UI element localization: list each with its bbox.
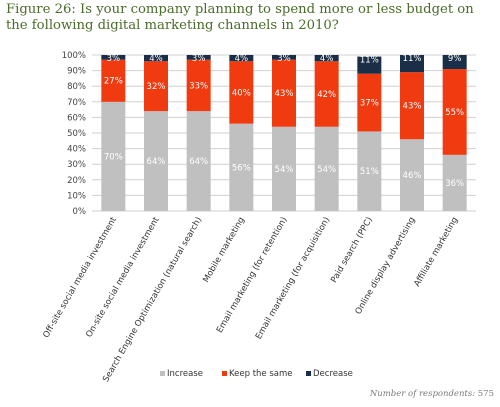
- y-tick-label: 100%: [62, 51, 86, 61]
- chart-title: Figure 26: Is your company planning to s…: [6, 2, 474, 33]
- y-tick-label: 40%: [67, 145, 86, 155]
- y-tick-label: 90%: [67, 67, 86, 77]
- data-label: 27%: [104, 77, 123, 87]
- bar-segment-decrease: [442, 55, 467, 70]
- legend-label-decrease: Decrease: [313, 369, 353, 379]
- y-tick-label: 50%: [67, 129, 86, 139]
- y-tick-label: 30%: [67, 160, 86, 170]
- bar-segment-decrease: [400, 55, 424, 73]
- respondents-count: 575: [477, 389, 494, 399]
- bar-segment-decrease: [101, 55, 126, 60]
- bar-segment-keep-same: [144, 61, 168, 112]
- y-tick-label: 70%: [67, 98, 86, 108]
- bar-segment-increase: [101, 101, 126, 211]
- bar-segment-increase: [272, 126, 296, 211]
- bar-segment-keep-same: [186, 59, 211, 112]
- bar-segment-keep-same: [229, 61, 254, 124]
- x-category-label: Affiliate marketing: [412, 215, 460, 288]
- legend-label-keep-same: Keep the same: [229, 369, 293, 379]
- data-label: 37%: [360, 99, 379, 109]
- data-label: 55%: [445, 108, 464, 118]
- data-label: 3%: [277, 54, 291, 64]
- bar-segment-increase: [357, 131, 382, 211]
- legend-label-increase: Increase: [167, 369, 203, 379]
- x-category-label: Email marketing (for retention): [215, 216, 290, 335]
- legend-swatch-decrease: [306, 371, 311, 376]
- x-category-label: On-site social media investment: [84, 215, 162, 339]
- y-tick-label: 60%: [67, 113, 86, 123]
- data-label: 11%: [360, 56, 379, 66]
- bar-segment-keep-same: [357, 73, 382, 132]
- x-category-label: Paid search (PPC): [329, 216, 375, 285]
- data-label: 32%: [147, 82, 166, 92]
- data-label: 36%: [445, 179, 464, 189]
- data-label: 33%: [189, 81, 208, 91]
- bar-segment-decrease: [229, 55, 254, 62]
- data-label: 51%: [360, 167, 379, 177]
- data-label: 42%: [317, 90, 336, 100]
- data-label: 43%: [275, 89, 294, 99]
- data-label: 54%: [317, 165, 336, 175]
- y-tick-label: 80%: [67, 82, 86, 92]
- bar-segment-decrease: [272, 55, 296, 60]
- data-label: 4%: [235, 54, 249, 64]
- y-tick-label: 0%: [73, 207, 87, 217]
- x-category-label: Email marketing (for acquisition): [254, 216, 332, 342]
- data-label: 4%: [320, 54, 334, 64]
- data-label: 9%: [448, 54, 462, 64]
- bar-segment-decrease: [314, 55, 339, 62]
- bar-segment-keep-same: [400, 72, 424, 140]
- data-label: 70%: [104, 152, 123, 162]
- respondents-note: Number of respondents: 575: [370, 389, 494, 399]
- respondents-label: Number of respondents:: [369, 389, 476, 399]
- bar-segment-decrease: [186, 55, 211, 60]
- x-category-label: Mobile marketing: [201, 215, 247, 284]
- data-label: 56%: [232, 163, 251, 173]
- data-label: 11%: [403, 54, 422, 64]
- data-label: 54%: [275, 165, 294, 175]
- bar-segment-keep-same: [314, 61, 339, 127]
- bar-segment-increase: [442, 154, 467, 211]
- y-tick-label: 10%: [67, 191, 86, 201]
- legend-swatch-keep-same: [222, 371, 227, 376]
- bar-segment-increase: [400, 139, 424, 211]
- data-label: 40%: [232, 88, 251, 98]
- bar-segment-increase: [229, 123, 254, 211]
- bar-segment-decrease: [357, 56, 382, 74]
- x-category-label: Off-site social media investment: [41, 215, 119, 340]
- bar-segment-keep-same: [442, 69, 467, 155]
- data-label: 64%: [189, 157, 208, 167]
- bar-segment-keep-same: [272, 59, 296, 127]
- bar-segment-increase: [144, 111, 168, 211]
- data-label: 3%: [107, 54, 121, 64]
- legend-swatch-increase: [160, 371, 165, 376]
- bar-segment-keep-same: [101, 59, 126, 102]
- data-label: 46%: [403, 171, 422, 181]
- bar-segment-increase: [314, 126, 339, 211]
- data-label: 4%: [149, 54, 163, 64]
- data-label: 43%: [403, 102, 422, 112]
- x-category-label: Search Engine Optimization (natural sear…: [101, 216, 204, 384]
- y-tick-label: 20%: [67, 176, 86, 186]
- bar-segment-decrease: [144, 55, 168, 62]
- data-label: 3%: [192, 54, 206, 64]
- data-label: 64%: [147, 157, 166, 167]
- bar-segment-increase: [186, 111, 211, 211]
